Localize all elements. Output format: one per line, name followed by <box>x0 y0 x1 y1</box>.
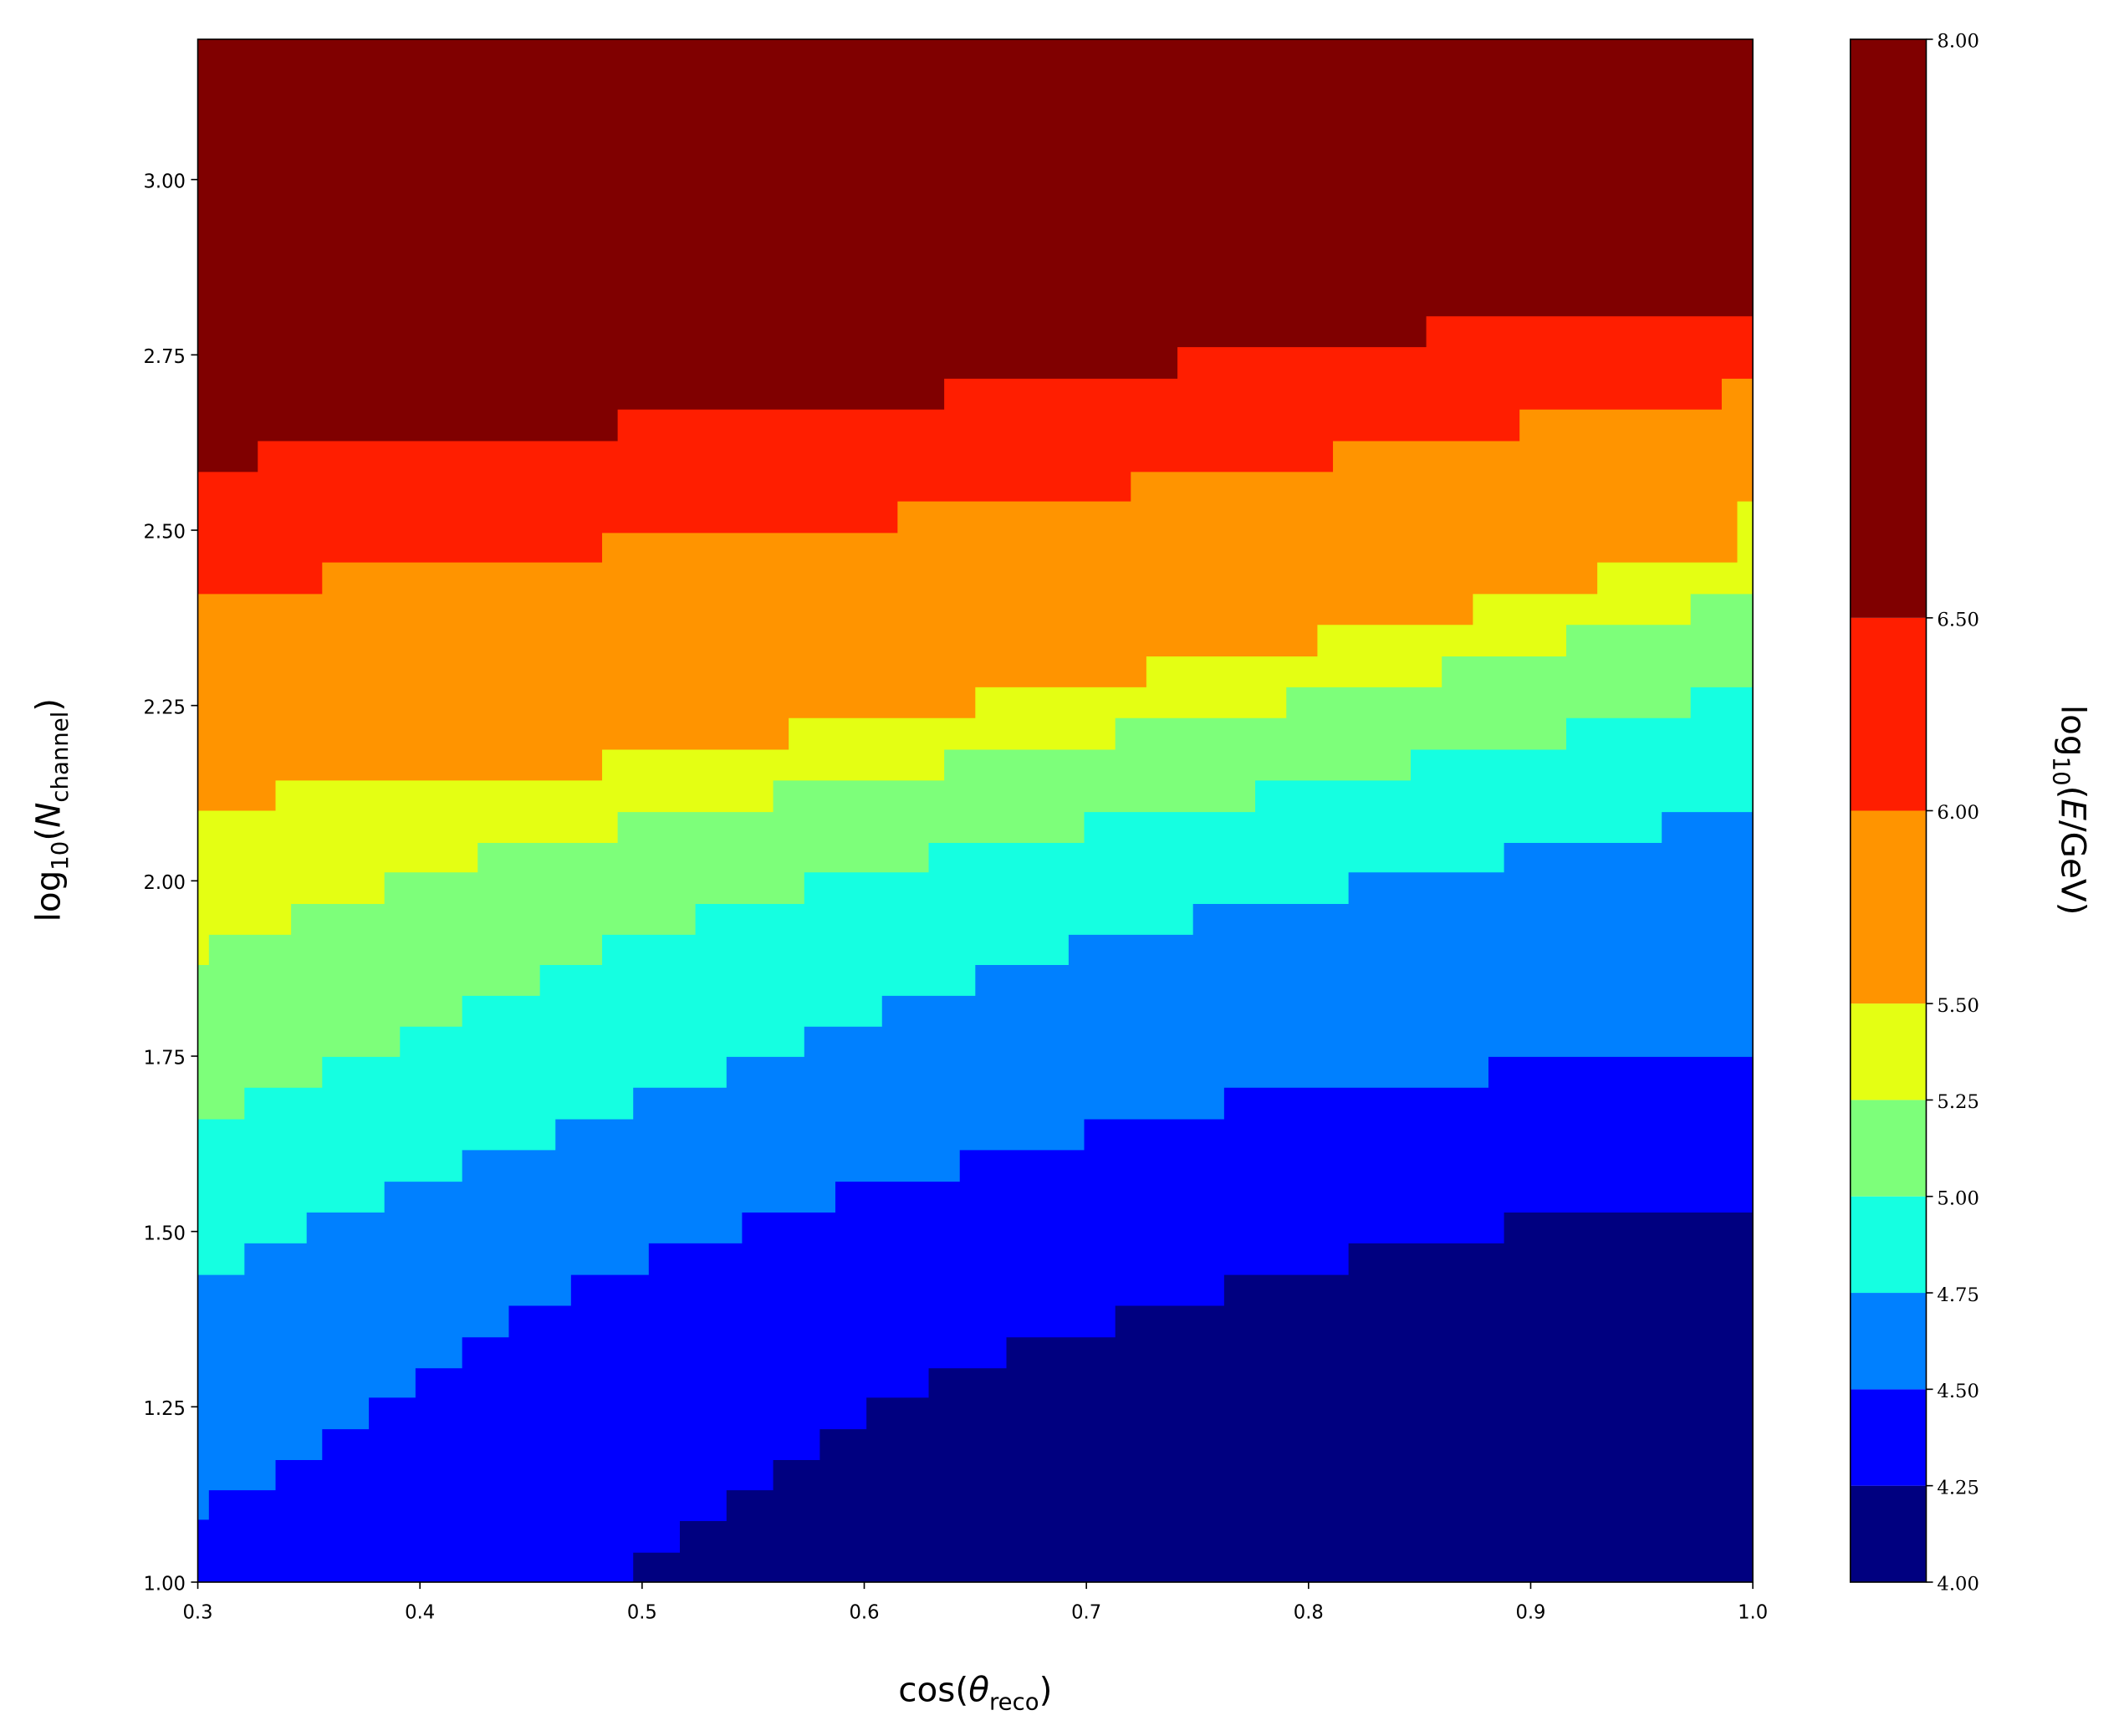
colorbar-tick-label: 4.50 <box>1937 1381 1978 1402</box>
colorbar-band <box>1850 810 1927 1004</box>
x-label-part: cos( <box>898 1670 968 1710</box>
x-tick-label: 0.8 <box>1294 1602 1324 1624</box>
x-label-part: reco <box>989 1688 1039 1715</box>
colorbar-band <box>1850 1485 1927 1582</box>
cbar-label-part: 10 <box>2048 757 2075 786</box>
plot-frame <box>197 38 1754 1583</box>
colorbar-tick-label: 5.25 <box>1937 1091 1978 1113</box>
colorbar-tick-label: 6.00 <box>1937 802 1978 824</box>
colorbar-band <box>1850 617 1927 811</box>
colorbar-band <box>1850 1293 1927 1390</box>
contour-region <box>197 1213 1754 1582</box>
y-tick-label: 1.50 <box>144 1223 186 1244</box>
plot-area <box>197 38 1754 1582</box>
colorbar-band <box>1850 38 1927 618</box>
colorbar-tick-label: 4.75 <box>1937 1284 1978 1306</box>
y-tick-label: 3.00 <box>144 171 186 192</box>
x-axis-label: cos(θreco) <box>898 1670 1052 1716</box>
x-tick-label: 0.5 <box>627 1602 657 1624</box>
colorbar-tick-label: 4.00 <box>1937 1574 1978 1596</box>
colorbar-tick-label: 5.00 <box>1937 1187 1978 1209</box>
y-tick-label: 2.00 <box>144 872 186 894</box>
colorbar-tick-label: 4.25 <box>1937 1477 1978 1499</box>
colorbar-tick-label: 8.00 <box>1937 31 1978 53</box>
y-tick-label: 2.50 <box>144 522 186 544</box>
colorbar-tick-label: 5.50 <box>1937 995 1978 1017</box>
y-label-part: channel <box>47 712 74 803</box>
x-label-part: ) <box>1039 1670 1053 1710</box>
colorbar-tick-label: 6.50 <box>1937 610 1978 631</box>
y-label-part: N <box>28 803 68 828</box>
cbar-label-part: log <box>2053 705 2093 757</box>
cbar-label-part: ( <box>2053 786 2093 799</box>
y-label-part: ( <box>28 828 68 841</box>
colorbar-label: log10(E/GeV) <box>2048 705 2094 916</box>
y-tick-label: 1.25 <box>144 1398 186 1420</box>
x-tick-label: 0.3 <box>183 1602 213 1624</box>
x-tick-label: 0.4 <box>405 1602 435 1624</box>
y-tick-label: 1.00 <box>144 1574 186 1596</box>
y-label-part: ) <box>28 698 68 712</box>
colorbar-band <box>1850 1100 1927 1197</box>
x-label-part: θ <box>968 1670 989 1710</box>
y-axis-label: log10(Nchannel) <box>28 698 74 922</box>
colorbar-band <box>1850 1389 1927 1486</box>
x-tick-label: 1.0 <box>1738 1602 1768 1624</box>
cbar-label-part: E <box>2053 799 2093 820</box>
y-tick-label: 2.25 <box>144 697 186 718</box>
y-label-part: 10 <box>47 841 74 871</box>
cbar-label-part: /GeV) <box>2053 820 2093 915</box>
y-label-part: log <box>28 871 68 922</box>
x-tick-label: 0.9 <box>1515 1602 1545 1624</box>
colorbar-band <box>1850 1196 1927 1294</box>
x-tick-label: 0.6 <box>849 1602 879 1624</box>
colorbar-band <box>1850 1003 1927 1100</box>
y-tick-label: 2.75 <box>144 346 186 368</box>
x-tick-label: 0.7 <box>1071 1602 1101 1624</box>
y-tick-label: 1.75 <box>144 1048 186 1070</box>
